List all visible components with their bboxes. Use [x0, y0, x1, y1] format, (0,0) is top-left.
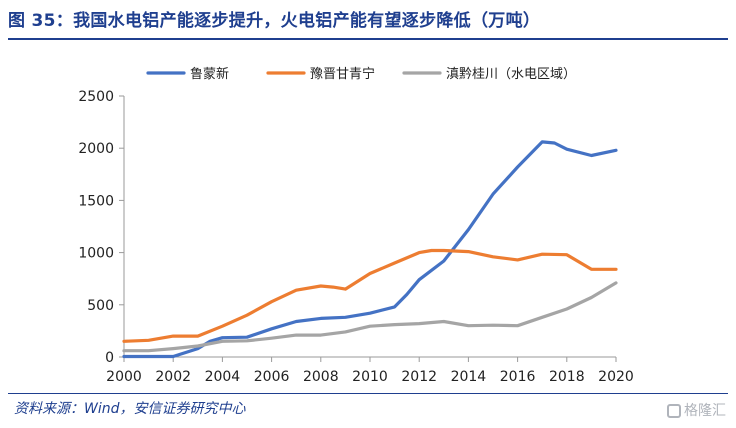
- x-tick-label: 2020: [598, 369, 634, 385]
- footer-divider: [8, 393, 728, 394]
- series-line-2: [122, 248, 618, 343]
- x-tick-label: 2006: [254, 369, 290, 385]
- x-tick-label: 2004: [205, 369, 241, 385]
- x-tick-label: 2008: [303, 369, 339, 385]
- watermark-text: 格隆汇: [684, 403, 726, 419]
- x-tick-label: 2016: [500, 369, 536, 385]
- legend-label-3: 滇黔桂川（水电区域）: [446, 67, 576, 82]
- watermark: 格隆汇: [667, 400, 726, 420]
- x-tick-label: 2014: [451, 369, 487, 385]
- y-tick-label: 1000: [78, 246, 114, 262]
- chart-legend: 鲁蒙新 豫晋甘青宁 滇黔桂川（水电区域）: [146, 66, 576, 82]
- series-line-1: [122, 140, 618, 359]
- source-note: 资料来源：Wind，安信证券研究中心: [14, 401, 246, 417]
- y-tick-label: 2500: [78, 89, 114, 105]
- series-line-3: [122, 281, 618, 353]
- chart-axes: 0 500 1000 1500 2000 2500 2000 2002 2004 2006 2008…: [78, 89, 633, 385]
- x-tick-label: 2000: [106, 369, 142, 385]
- figure-title: 图 35：我国水电铝产能逐步提升，火电铝产能有望逐步降低（万吨）: [8, 11, 541, 31]
- title-divider: [8, 38, 728, 40]
- x-tick-label: 2010: [352, 369, 388, 385]
- x-tick-label: 2012: [401, 369, 437, 385]
- watermark-logo-icon: [667, 404, 681, 418]
- x-tick-label: 2002: [155, 369, 191, 385]
- y-tick-label: 0: [105, 350, 114, 366]
- y-tick-label: 500: [87, 298, 114, 314]
- x-tick-label: 2018: [549, 369, 585, 385]
- legend-label-1: 鲁蒙新: [190, 66, 229, 82]
- chart-series: [122, 140, 618, 359]
- legend-label-2: 豫晋甘青宁: [310, 66, 375, 82]
- y-tick-label: 2000: [78, 141, 114, 157]
- y-tick-label: 1500: [78, 193, 114, 209]
